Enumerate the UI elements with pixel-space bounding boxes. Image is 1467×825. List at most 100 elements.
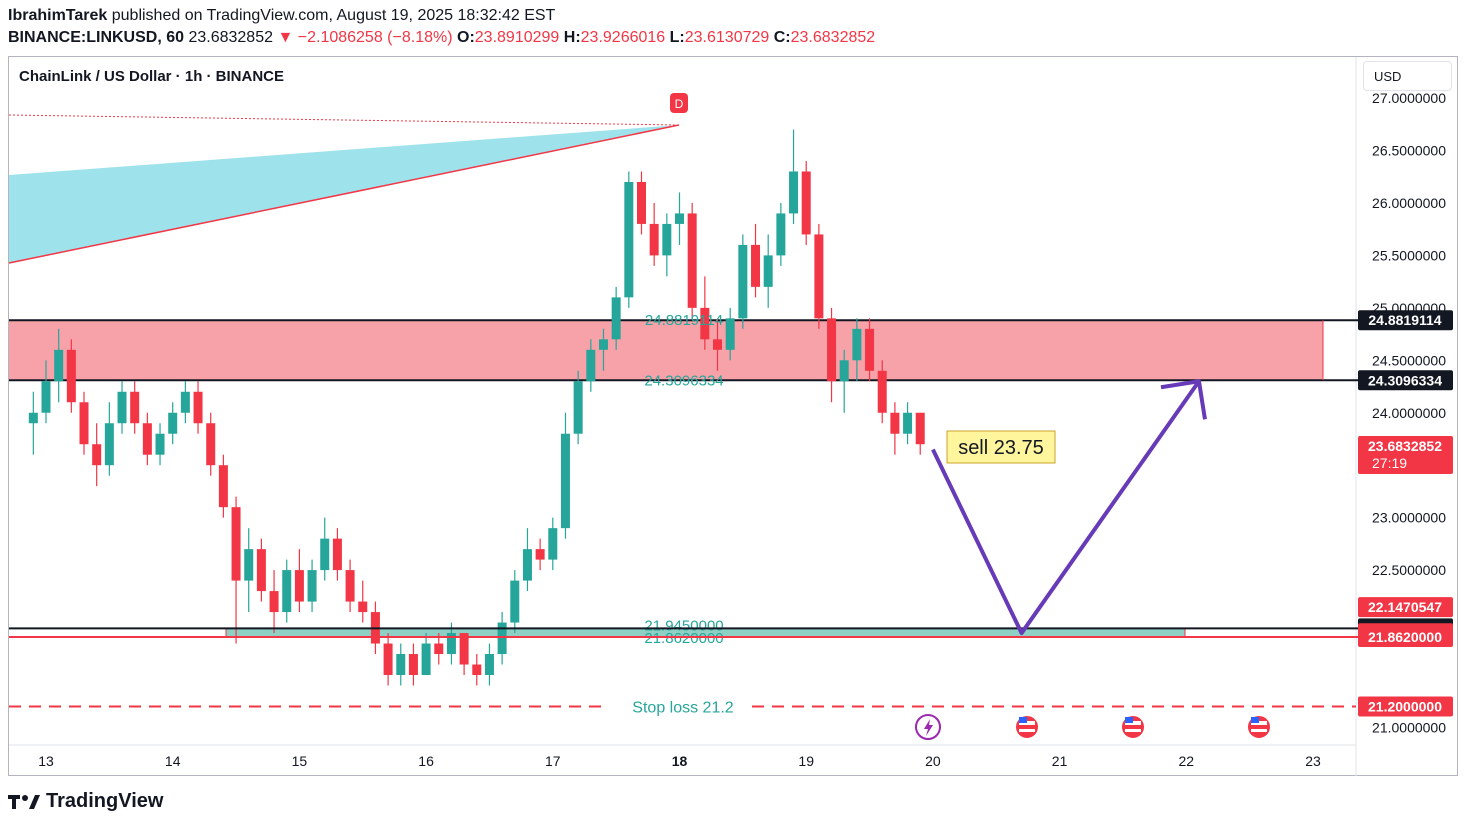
x-tick-label: 14 xyxy=(165,753,181,769)
support-top-label: 21.9450000 xyxy=(644,617,723,634)
sell-annotation-label: sell 23.75 xyxy=(958,437,1044,459)
y-tick-label: 24.5000000 xyxy=(1372,352,1446,368)
candle-body xyxy=(687,213,697,308)
pattern-marker-label: D xyxy=(675,97,684,111)
candle-body xyxy=(763,255,773,287)
candle-body xyxy=(484,654,494,675)
candle-body xyxy=(877,370,887,413)
candle-body xyxy=(510,580,520,623)
candle-body xyxy=(408,654,418,675)
y-tick-label: 26.5000000 xyxy=(1372,143,1446,159)
flag-canton xyxy=(1125,717,1133,723)
candle-body xyxy=(180,391,190,413)
y-tick-label: 22.5000000 xyxy=(1372,562,1446,578)
price-label-box xyxy=(1358,370,1453,391)
pattern-marker-box xyxy=(670,93,688,113)
y-tick-label: 25.5000000 xyxy=(1372,247,1446,263)
price-label-box xyxy=(1358,597,1453,618)
candle-body xyxy=(320,538,330,571)
countdown-label: 27:19 xyxy=(1372,455,1407,471)
author-name[interactable]: IbrahimTarek xyxy=(8,7,108,24)
candle-body xyxy=(66,349,76,403)
candle-body xyxy=(801,171,811,235)
candle-body xyxy=(193,391,203,424)
price-label-box xyxy=(1358,310,1453,331)
price-label: 22.1470547 xyxy=(1368,599,1442,615)
candle-body xyxy=(434,643,444,655)
triangle-lower-line xyxy=(8,124,680,264)
candle-body xyxy=(130,391,140,424)
candle-body xyxy=(218,465,228,508)
price-label-box xyxy=(1358,435,1453,474)
candle-body xyxy=(738,244,748,319)
low-value: 23.6130729 xyxy=(684,29,770,46)
lightning-glyph xyxy=(924,719,933,736)
x-tick-label: 17 xyxy=(545,753,561,769)
candle-body xyxy=(915,412,925,445)
price-label: 24.8819114 xyxy=(1368,312,1441,328)
candle-body xyxy=(624,181,634,298)
stop-loss-label: Stop loss 21.2 xyxy=(632,699,734,716)
candle-body xyxy=(142,423,152,455)
flag-stripe xyxy=(1125,729,1141,732)
candle-body xyxy=(383,643,393,675)
price-label: 24.3096334 xyxy=(1368,372,1442,388)
x-tick-label: 13 xyxy=(38,753,54,769)
y-tick-label: 23.0000000 xyxy=(1372,510,1446,526)
candle-body xyxy=(155,433,165,455)
candle-body xyxy=(586,349,596,382)
candle-body xyxy=(890,412,900,434)
y-tick-label: 24.0000000 xyxy=(1372,405,1446,421)
currency-button[interactable]: USD xyxy=(1363,61,1452,91)
change-arrow-icon: ▼ xyxy=(277,29,294,46)
candle-body xyxy=(776,213,786,256)
candle-body xyxy=(282,570,292,613)
candle-body xyxy=(168,412,178,434)
y-tick-label: 26.0000000 xyxy=(1372,195,1446,211)
price-label-box xyxy=(1358,627,1453,648)
candle-body xyxy=(92,444,102,466)
candle-body xyxy=(497,622,507,655)
flag-canton xyxy=(1019,717,1027,723)
candle-body xyxy=(345,570,355,602)
flag-canton xyxy=(1251,717,1259,723)
high-label: H: xyxy=(563,29,581,46)
candle-body xyxy=(636,181,646,224)
x-tick-label: 20 xyxy=(925,753,941,769)
candle-body xyxy=(472,664,482,675)
tradingview-logo[interactable]: TradingView xyxy=(8,790,163,813)
x-tick-label: 23 xyxy=(1305,753,1321,769)
candle-body xyxy=(713,339,723,350)
candle-body xyxy=(725,318,735,350)
candle-body xyxy=(598,339,608,350)
high-value: 23.9266016 xyxy=(580,29,666,46)
y-tick-label: 27.0000000 xyxy=(1372,90,1446,106)
candle-body xyxy=(231,507,241,581)
last-price: 23.6832852 xyxy=(188,29,273,46)
candle-body xyxy=(256,549,266,592)
candle-body xyxy=(446,633,456,655)
candle-body xyxy=(79,402,89,445)
x-tick-label: 15 xyxy=(292,753,308,769)
publish-text: published on TradingView.com, August 19,… xyxy=(111,7,556,24)
candle-body xyxy=(332,538,342,571)
candle-body xyxy=(206,423,216,466)
candle-body xyxy=(307,570,317,602)
candle-body xyxy=(611,297,621,340)
candle-body xyxy=(104,423,114,466)
price-change: −2.1086258 (−8.18%) xyxy=(297,29,453,46)
candle-body xyxy=(852,328,862,361)
candle-body xyxy=(865,328,875,371)
candle-body xyxy=(662,223,672,256)
resistance-zone xyxy=(9,320,1323,381)
x-tick-label: 21 xyxy=(1052,753,1068,769)
candle-body xyxy=(903,412,913,434)
candle-body xyxy=(294,570,304,602)
candle-body xyxy=(535,549,545,560)
x-tick-label: 22 xyxy=(1179,753,1195,769)
candle-body xyxy=(54,349,64,382)
chart-title: ChainLink / US Dollar · 1h · BINANCE xyxy=(19,68,285,85)
low-label: L: xyxy=(669,29,685,46)
y-tick-label: 21.0000000 xyxy=(1372,719,1446,735)
